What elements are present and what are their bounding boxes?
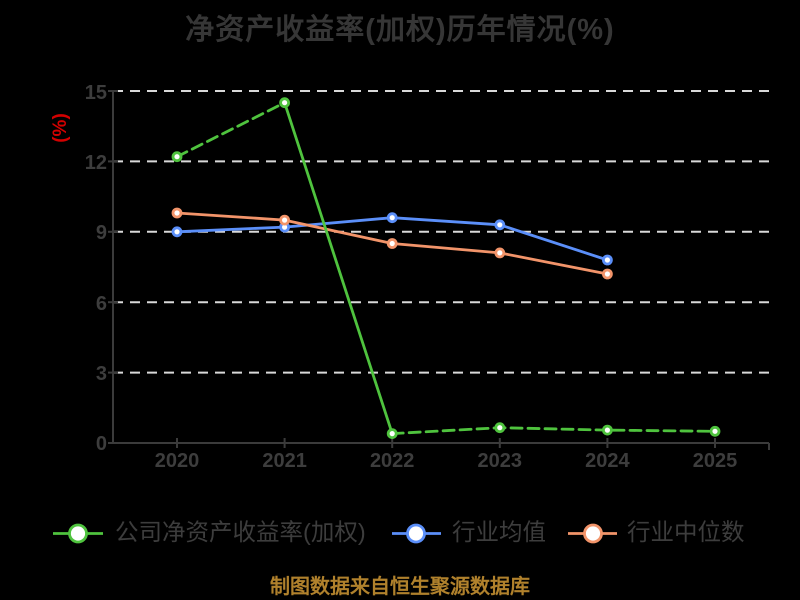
svg-text:(%): (%) <box>50 113 71 143</box>
svg-text:12: 12 <box>85 152 107 174</box>
svg-text:0: 0 <box>96 433 107 455</box>
svg-text:3: 3 <box>96 363 107 385</box>
svg-text:6: 6 <box>96 293 107 315</box>
svg-text:15: 15 <box>85 82 107 104</box>
svg-text:2023: 2023 <box>478 450 523 472</box>
svg-text:行业中位数: 行业中位数 <box>627 519 745 545</box>
svg-text:2021: 2021 <box>262 450 307 472</box>
svg-text:行业均值: 行业均值 <box>452 519 546 545</box>
svg-text:公司净资产收益率(加权): 公司净资产收益率(加权) <box>115 519 366 545</box>
svg-text:2024: 2024 <box>585 450 630 472</box>
svg-text:2022: 2022 <box>370 450 415 472</box>
svg-text:2025: 2025 <box>693 450 738 472</box>
svg-text:2020: 2020 <box>155 450 200 472</box>
svg-text:9: 9 <box>96 222 107 244</box>
